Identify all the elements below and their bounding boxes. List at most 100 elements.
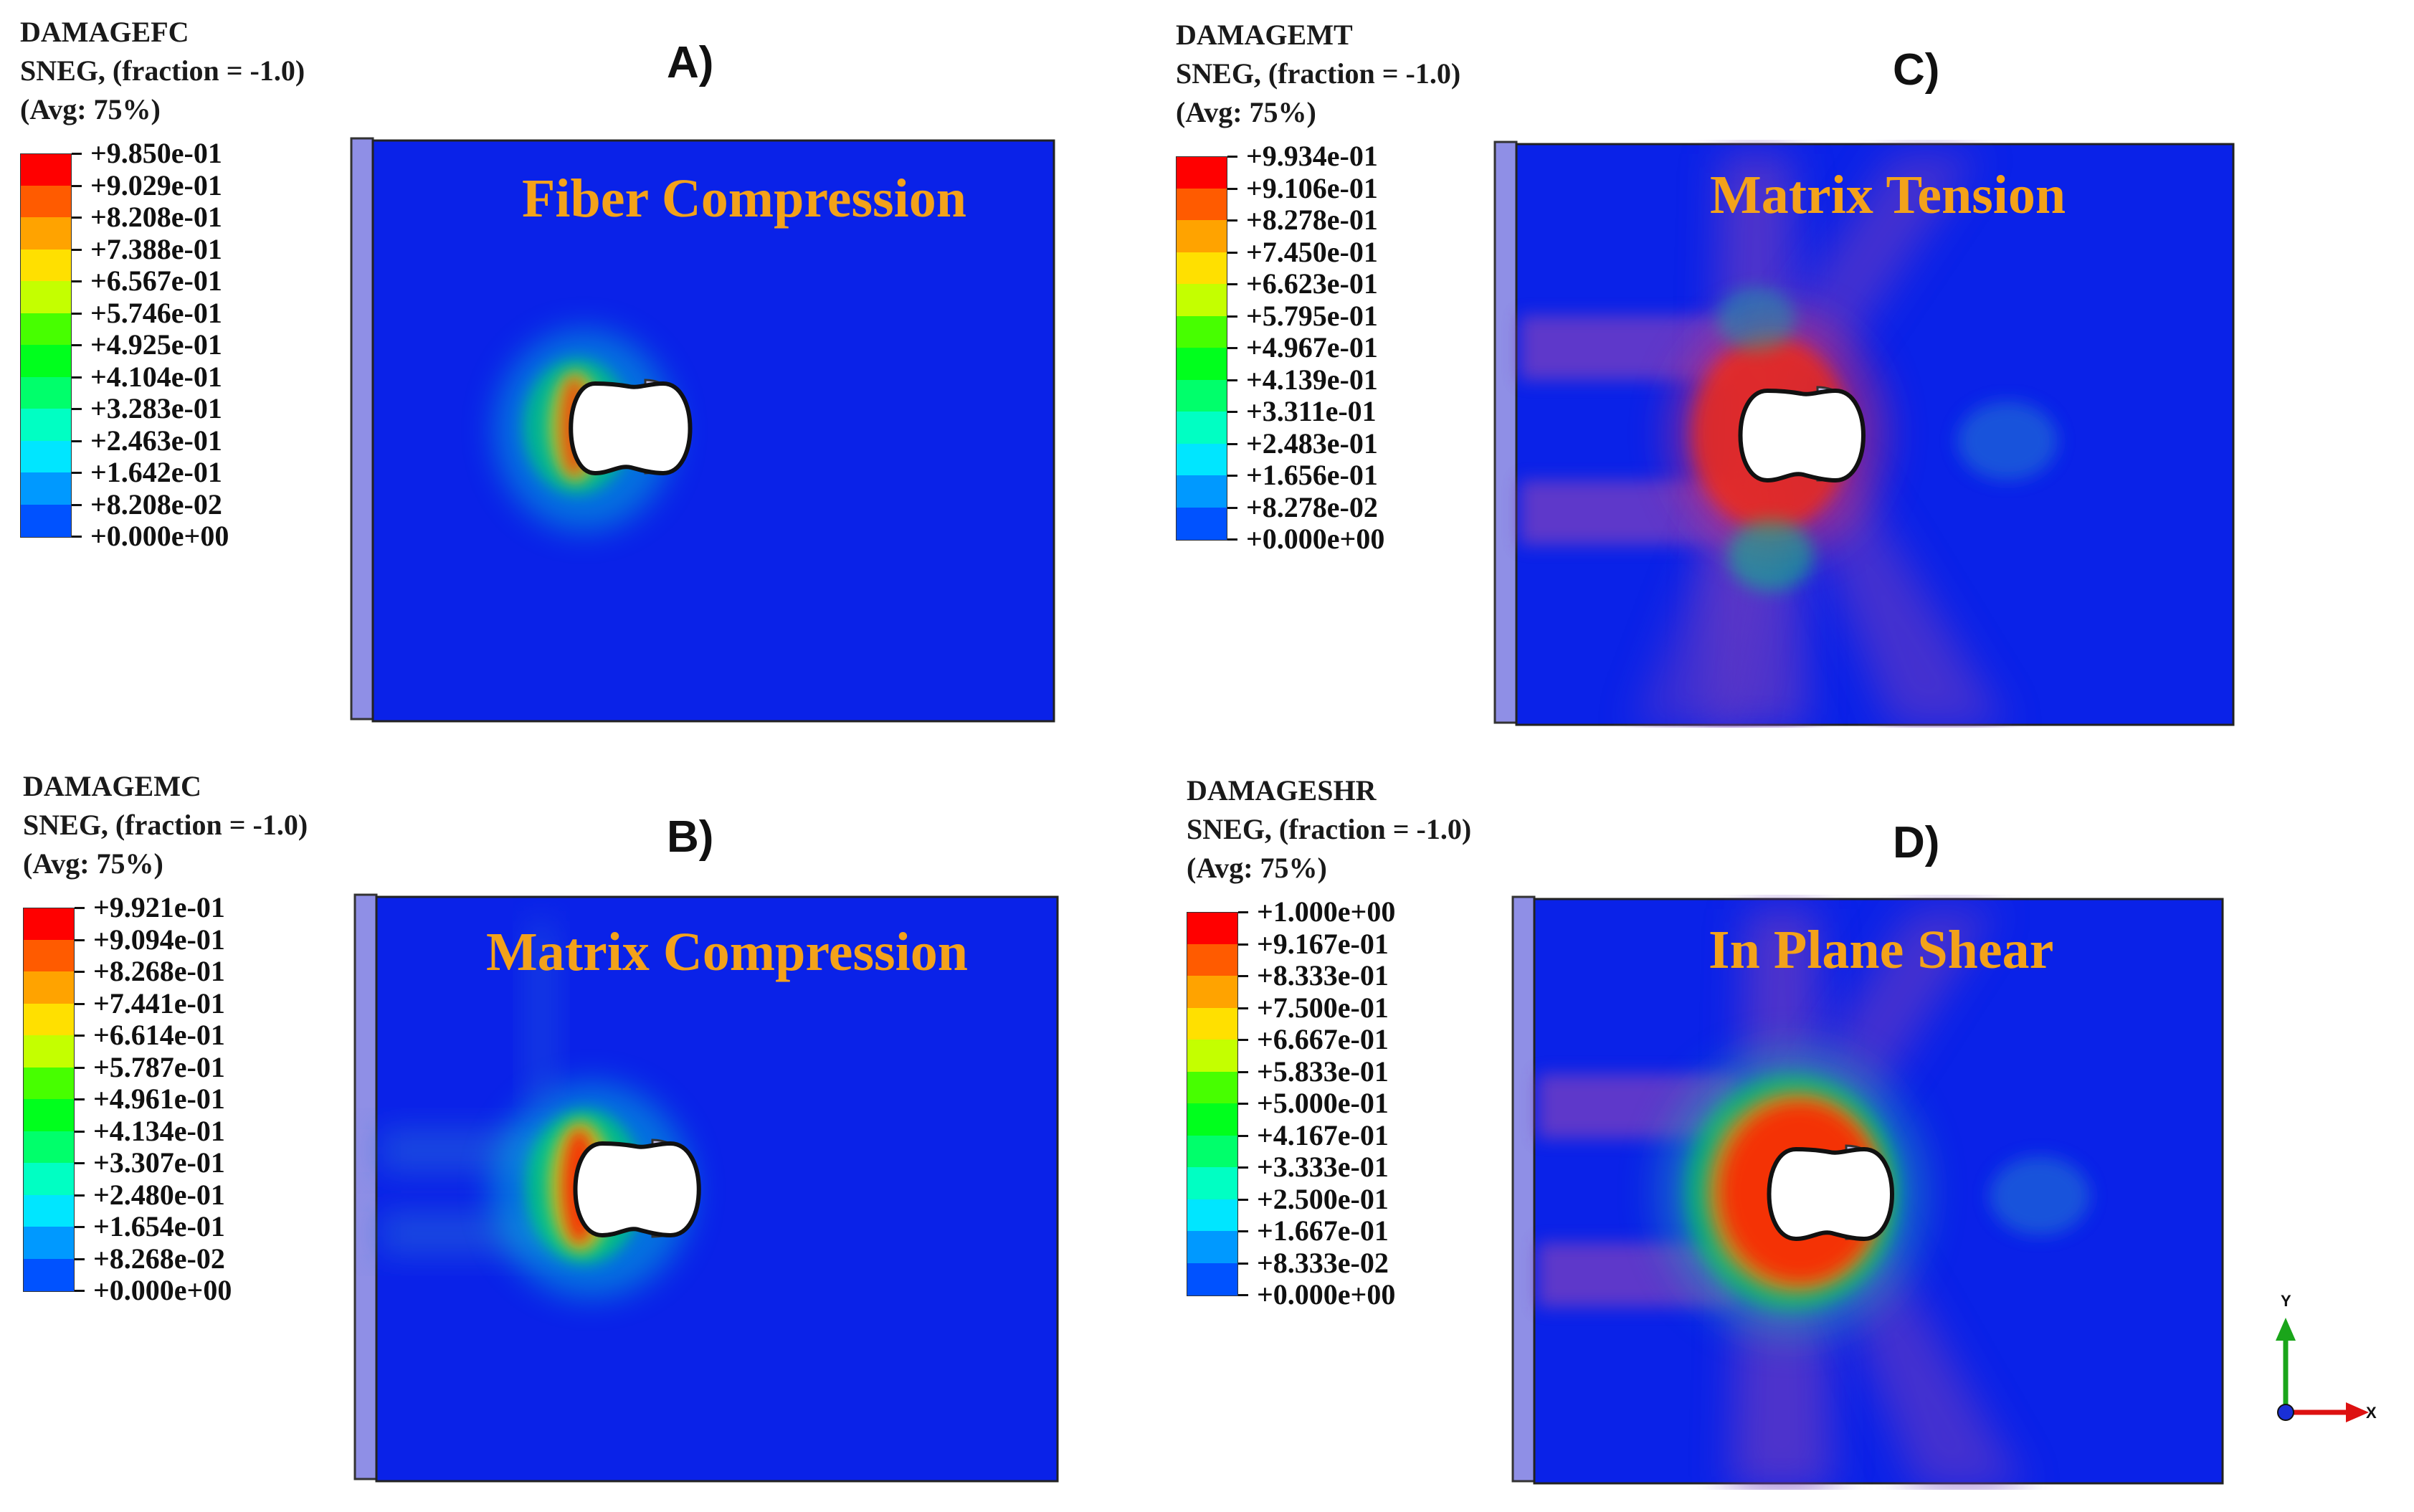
legend-d-tick xyxy=(1238,911,1248,913)
legend-b-tick xyxy=(75,1257,85,1260)
legend-a-band-1 xyxy=(20,185,72,218)
legend-c-value: +8.278e-01 xyxy=(1246,204,1378,236)
legend-c-tick xyxy=(1227,156,1237,158)
hole-c xyxy=(1738,386,1866,483)
legend-c-band-4 xyxy=(1176,284,1227,317)
legend-d-band-7 xyxy=(1187,1135,1238,1168)
legend-d-band-1 xyxy=(1187,943,1238,976)
legend-c-band-1 xyxy=(1176,188,1227,221)
plate-edge-d xyxy=(1511,895,1536,1483)
legend-a-frame xyxy=(20,153,72,538)
legend-b-band-3 xyxy=(23,1003,75,1036)
legend-b-band-9 xyxy=(23,1194,75,1227)
legend-d-band-2 xyxy=(1187,976,1238,1009)
legend-a-band-7 xyxy=(20,376,72,409)
legend-a-value: +6.567e-01 xyxy=(90,265,222,297)
legend-b-band-5 xyxy=(23,1067,75,1100)
legend-d-tick xyxy=(1238,975,1248,977)
legend-b-tick xyxy=(75,1098,85,1100)
legend-b-value: +4.961e-01 xyxy=(93,1083,225,1115)
legend-a-band-2 xyxy=(20,217,72,250)
legend-d-value: +8.333e-01 xyxy=(1257,959,1389,992)
legend-b: DAMAGEMC SNEG, (fraction = -1.0) (Avg: 7… xyxy=(23,767,360,1312)
legend-a-band-3 xyxy=(20,249,72,282)
legend-c-value: +9.106e-01 xyxy=(1246,171,1378,204)
legend-d-band-0 xyxy=(1187,912,1238,945)
legend-b-tick xyxy=(75,907,85,909)
legend-c-band-8 xyxy=(1176,412,1227,444)
legend-d: DAMAGESHR SNEG, (fraction = -1.0) (Avg: … xyxy=(1187,771,1524,1316)
legend-d-value: +0.000e+00 xyxy=(1257,1278,1396,1311)
legend-d-tick xyxy=(1238,1166,1248,1169)
plate-b xyxy=(375,895,1059,1483)
x-axis-label: X xyxy=(2366,1404,2377,1422)
legend-b-value: +7.441e-01 xyxy=(93,986,225,1019)
legend-d-value: +9.167e-01 xyxy=(1257,927,1389,960)
legend-d-band-5 xyxy=(1187,1071,1238,1104)
legend-c-average: (Avg: 75%) xyxy=(1176,96,1316,128)
legend-a-value: +4.104e-01 xyxy=(90,360,222,393)
legend-a-section: SNEG, (fraction = -1.0) xyxy=(20,54,305,87)
legend-c-tick xyxy=(1227,538,1237,541)
legend-a-tick xyxy=(72,184,82,187)
hole-d xyxy=(1767,1144,1894,1242)
legend-d-band-11 xyxy=(1187,1263,1238,1295)
legend-d-value: +1.000e+00 xyxy=(1257,895,1396,928)
panel-b-label: B) xyxy=(667,812,714,862)
panel-d-caption: In Plane Shear xyxy=(1709,920,2053,980)
legend-c-band-11 xyxy=(1176,507,1227,540)
legend-a-tick xyxy=(72,217,82,219)
y-axis-arrowhead xyxy=(2276,1318,2296,1341)
legend-b-value: +0.000e+00 xyxy=(93,1274,232,1306)
panel-a-label: A) xyxy=(667,38,714,87)
legend-a-value: +0.000e+00 xyxy=(90,520,229,552)
legend-a: DAMAGEFC SNEG, (fraction = -1.0) (Avg: 7… xyxy=(20,13,357,558)
legend-a-tick xyxy=(72,439,82,442)
legend-b-tick xyxy=(75,1194,85,1197)
legend-a-average: (Avg: 75%) xyxy=(20,93,161,125)
legend-b-band-6 xyxy=(23,1099,75,1132)
legend-c-variable: DAMAGEMT xyxy=(1176,19,1353,51)
legend-d-tick xyxy=(1238,1198,1248,1201)
legend-d-value: +7.500e-01 xyxy=(1257,991,1389,1024)
legend-d-tick xyxy=(1238,1039,1248,1041)
legend-b-frame xyxy=(23,908,75,1292)
legend-c-tick xyxy=(1227,411,1237,413)
legend-a-variable: DAMAGEFC xyxy=(20,16,189,48)
legend-b-band-8 xyxy=(23,1163,75,1196)
legend-c-tick xyxy=(1227,379,1237,381)
legend-c-value: +6.623e-01 xyxy=(1246,267,1378,300)
legend-a-band-4 xyxy=(20,281,72,314)
legend-d-value: +3.333e-01 xyxy=(1257,1151,1389,1183)
legend-c-value: +9.934e-01 xyxy=(1246,140,1378,172)
legend-b-average: (Avg: 75%) xyxy=(23,847,163,880)
legend-d-band-9 xyxy=(1187,1199,1238,1232)
legend-a-tick xyxy=(72,312,82,315)
contour-plot-c: Matrix Tension xyxy=(1493,141,2235,728)
legend-b-tick xyxy=(75,1130,85,1133)
legend-c-band-2 xyxy=(1176,220,1227,253)
legend-d-tick xyxy=(1238,1007,1248,1009)
legend-d-tick xyxy=(1238,1230,1248,1232)
legend-c-tick xyxy=(1227,219,1237,222)
legend-c-value: +2.483e-01 xyxy=(1246,427,1378,460)
panel-d-label: D) xyxy=(1893,818,1940,867)
legend-c-tick xyxy=(1227,442,1237,445)
legend-b-value: +2.480e-01 xyxy=(93,1178,225,1211)
legend-b-value: +6.614e-01 xyxy=(93,1019,225,1051)
axis-triad: Y X xyxy=(2276,1292,2377,1422)
legend-b-tick xyxy=(75,1162,85,1164)
legend-d-tick xyxy=(1238,1294,1248,1296)
legend-d-value: +5.833e-01 xyxy=(1257,1055,1389,1088)
legend-d-tick xyxy=(1238,1103,1248,1105)
legend-a-value: +8.208e-01 xyxy=(90,201,222,233)
legend-a-band-0 xyxy=(20,153,72,186)
contour-plot-a: Fiber Compression xyxy=(350,137,1055,723)
panel-c-caption: Matrix Tension xyxy=(1710,165,2066,225)
legend-c-tick xyxy=(1227,283,1237,285)
legend-d-value: +2.500e-01 xyxy=(1257,1182,1389,1215)
legend-c-tick xyxy=(1227,315,1237,318)
legend-b-band-10 xyxy=(23,1227,75,1260)
legend-a-value: +8.208e-02 xyxy=(90,488,222,520)
legend-a-tick xyxy=(72,408,82,410)
